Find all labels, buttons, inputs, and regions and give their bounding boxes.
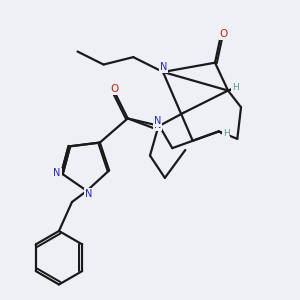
Text: N: N: [154, 120, 161, 130]
Text: N: N: [53, 168, 61, 178]
Text: O: O: [111, 84, 119, 94]
Text: N: N: [85, 189, 92, 199]
Text: H: H: [232, 83, 239, 92]
Text: N: N: [154, 116, 161, 126]
Polygon shape: [228, 88, 234, 91]
Text: N: N: [160, 62, 167, 72]
Text: H: H: [223, 129, 230, 138]
Text: O: O: [219, 29, 228, 39]
